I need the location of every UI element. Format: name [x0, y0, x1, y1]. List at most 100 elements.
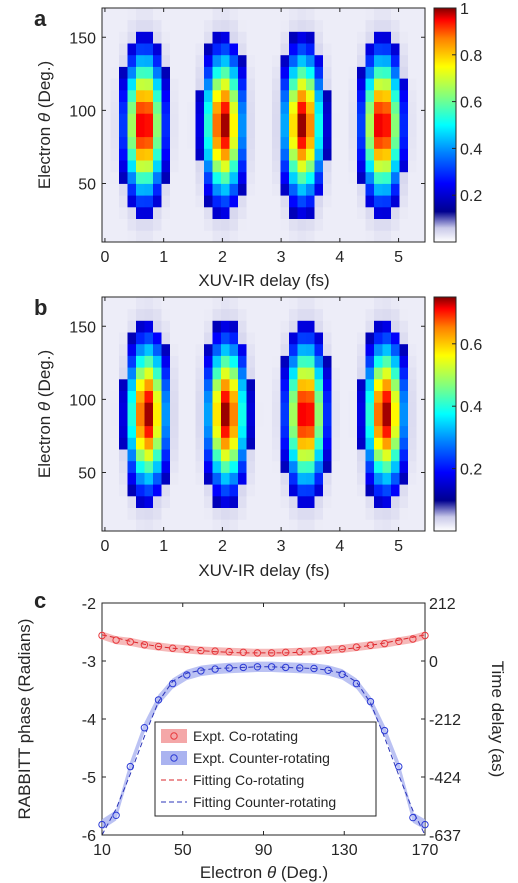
heatmap-cell	[255, 378, 264, 391]
heatmap-cell	[136, 402, 145, 415]
heatmap-cell	[331, 355, 341, 368]
heatmap-cell	[314, 367, 324, 380]
heatmap-cell	[153, 519, 162, 532]
heatmap-cell	[306, 297, 315, 310]
heatmap-cell	[119, 206, 128, 219]
heatmap-cell	[127, 19, 137, 32]
heatmap-cell	[110, 472, 120, 485]
heatmap-cell	[102, 160, 111, 173]
heatmap-cell	[161, 507, 171, 520]
heatmap-cell	[204, 218, 213, 231]
heatmap-cell	[289, 148, 298, 161]
heatmap-cell	[391, 332, 400, 345]
heatmap-cell	[229, 136, 239, 149]
y2-tick-label: -212	[429, 712, 461, 729]
heatmap-cell	[187, 414, 196, 427]
heatmap-cell	[348, 390, 358, 403]
heatmap-cell	[331, 297, 341, 310]
heatmap-cell	[365, 402, 375, 415]
heatmap-cell	[331, 367, 341, 380]
heatmap-cell	[416, 54, 426, 67]
heatmap-cell	[246, 402, 256, 415]
heatmap-cell	[229, 206, 239, 219]
data-point	[183, 671, 191, 679]
data-point	[338, 670, 346, 678]
heatmap-cell	[195, 390, 205, 403]
heatmap-cell	[289, 367, 298, 380]
heatmap-cell	[110, 519, 120, 532]
heatmap-cell	[178, 160, 188, 173]
heatmap-cell	[102, 472, 111, 485]
heatmap-cell	[365, 297, 375, 310]
heatmap-cell	[127, 460, 137, 473]
heatmap-cell	[289, 519, 298, 532]
heatmap-cell	[221, 425, 230, 438]
heatmap-cell	[391, 230, 400, 243]
heatmap-cell	[280, 472, 290, 485]
heatmap-cell	[323, 218, 332, 231]
heatmap-cell	[306, 390, 315, 403]
heatmap-cell	[238, 472, 247, 485]
heatmap-cell	[246, 8, 256, 21]
heatmap-cell	[204, 89, 213, 102]
heatmap-cell	[119, 54, 128, 67]
heatmap-cell	[297, 367, 307, 380]
heatmap-cell	[280, 218, 290, 231]
heatmap-cell	[195, 136, 205, 149]
heatmap-cell	[153, 148, 162, 161]
heatmap-cell	[246, 125, 256, 138]
heatmap-cell	[238, 425, 247, 438]
heatmap-cell	[212, 297, 222, 310]
heatmap-cell	[272, 378, 281, 391]
heatmap-cell	[365, 101, 375, 114]
heatmap-cell	[382, 19, 392, 32]
heatmap-cell	[272, 425, 281, 438]
heatmap-cell	[374, 437, 383, 450]
heatmap-cell	[187, 495, 196, 508]
heatmap-cell	[229, 183, 239, 196]
heatmap-cell	[238, 78, 247, 91]
heatmap-cell	[357, 495, 366, 508]
heatmap-cell	[263, 449, 273, 462]
heatmap-cell	[255, 460, 264, 473]
heatmap-cell	[297, 378, 307, 391]
heatmap-cell	[136, 183, 145, 196]
heatmap-cell	[314, 297, 324, 310]
heatmap-cell	[306, 437, 315, 450]
heatmap-cell	[391, 449, 400, 462]
heatmap-cell	[314, 206, 324, 219]
heatmap-cell	[365, 378, 375, 391]
heatmap-cell	[280, 355, 290, 368]
heatmap-cell	[374, 332, 383, 345]
heatmap-cell	[127, 230, 137, 243]
heatmap-cell	[187, 136, 196, 149]
heatmap-cell	[153, 308, 162, 321]
heatmap-cell	[136, 101, 145, 114]
data-point	[310, 647, 318, 655]
heatmap-cell	[399, 402, 409, 415]
legend-marker	[170, 732, 178, 740]
heatmap-cell	[297, 414, 307, 427]
heatmap-cell	[399, 78, 409, 91]
heatmap-cell	[306, 507, 315, 520]
heatmap-cell	[263, 31, 273, 44]
heatmap-cell	[119, 195, 128, 208]
heatmap-cell	[289, 160, 298, 173]
heatmap-cell	[102, 332, 111, 345]
heatmap-cell	[246, 89, 256, 102]
heatmap-cell	[289, 43, 298, 56]
heatmap-cell	[340, 378, 349, 391]
heatmap-cell	[195, 402, 205, 415]
heatmap-cell	[263, 230, 273, 243]
heatmap-cell	[382, 507, 392, 520]
heatmap-cell	[170, 297, 179, 310]
heatmap-cell	[348, 343, 358, 356]
heatmap-cell	[204, 125, 213, 138]
heatmap-cell	[340, 460, 349, 473]
heatmap-cell	[204, 390, 213, 403]
heatmap-cell	[374, 507, 383, 520]
heatmap-cell	[306, 78, 315, 91]
x-tick-label: 3	[277, 538, 286, 555]
heatmap-cell	[314, 19, 324, 32]
